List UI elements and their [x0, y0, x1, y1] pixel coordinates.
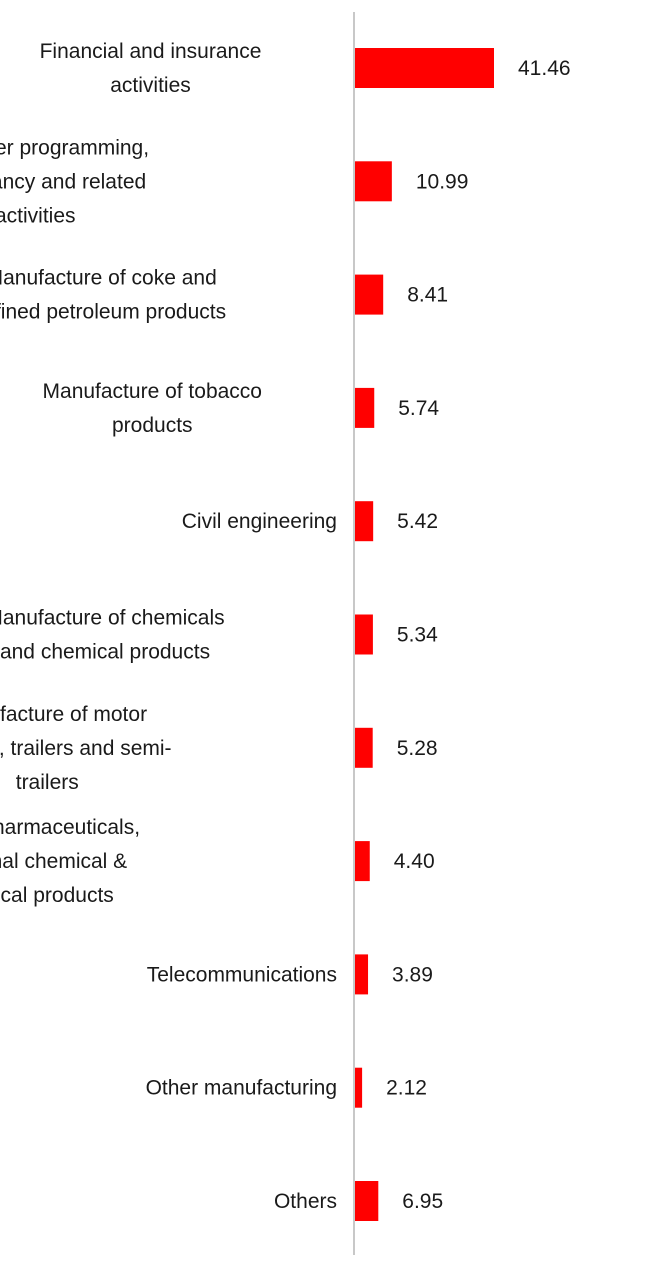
bar	[355, 48, 494, 88]
bar	[355, 501, 374, 542]
bar	[355, 161, 392, 202]
value-label: 10.99	[416, 170, 469, 193]
value-label: 41.46	[518, 57, 571, 80]
value-label: 2.12	[386, 1077, 427, 1100]
value-label: 6.95	[402, 1190, 443, 1213]
bar	[355, 1067, 363, 1108]
bar	[355, 727, 373, 768]
category-label: Manufacture of chemicals and chemical pro…	[0, 607, 225, 664]
value-label: 5.42	[397, 510, 438, 533]
bar	[355, 387, 375, 428]
bar	[355, 841, 370, 882]
category-label: Telecommunications	[147, 963, 337, 986]
value-label: 5.74	[398, 397, 439, 420]
value-label: 5.34	[397, 624, 438, 647]
value-label: 3.89	[392, 963, 433, 986]
value-label: 8.41	[407, 284, 448, 307]
category-label: Manufacture of coke and refined petroleum…	[0, 267, 226, 324]
bar	[355, 614, 373, 655]
category-label: Financial and insurance activities	[40, 40, 262, 97]
value-labels: 41.46 10.99 8.41 5.74 5.42 5.34 5.28 4.40 3.89 2.…	[386, 57, 570, 1213]
bar	[355, 274, 384, 315]
category-label: Computer programming,consultancy and rel…	[0, 136, 149, 227]
category-label: Mfg of pharmaceuticals,medicinal chemica…	[0, 816, 140, 907]
category-label: Other manufacturing	[146, 1077, 337, 1100]
category-label: Others	[274, 1190, 337, 1213]
value-label: 5.28	[397, 737, 438, 760]
category-label: Manufacture of tobacco products	[43, 380, 262, 437]
category-label: Civil engineering	[182, 510, 337, 533]
bar	[355, 954, 369, 995]
bars-layer	[355, 48, 494, 1221]
category-label: Manufacture of motorvehicles, trailers a…	[0, 703, 172, 794]
value-label: 4.40	[394, 850, 435, 873]
bar	[355, 1181, 379, 1221]
